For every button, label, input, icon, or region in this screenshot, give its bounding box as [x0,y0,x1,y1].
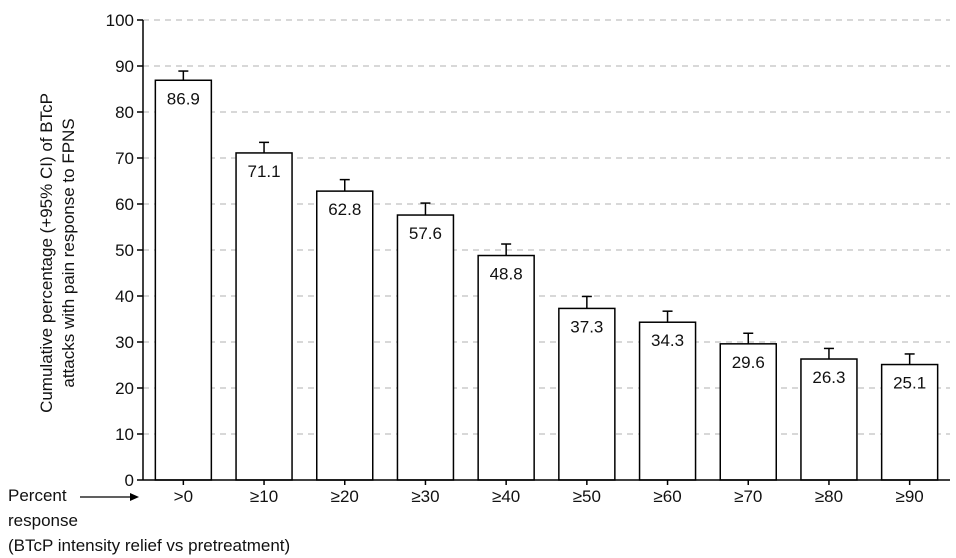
bar [638,321,697,481]
y-tick-label: 90 [115,57,134,76]
bar [477,254,535,481]
bar [800,358,858,481]
y-tick-label: 10 [115,425,134,444]
y-tick-label: 30 [115,333,134,352]
bar-value-label: 48.8 [490,265,523,284]
bar [235,152,293,481]
x-axis-label-arrow [80,493,139,501]
x-tick-labels: >0 ≥10 ≥20 ≥30 ≥40 ≥50 ≥60 ≥70 ≥80 ≥90 [174,487,924,506]
x-tick-label: ≥80 [815,487,843,506]
y-tick-label: 20 [115,379,134,398]
x-axis-label-line2: response [8,511,78,530]
y-axis-label-line2: attacks with pain response to FPNS [59,118,78,387]
x-tick-label: >0 [174,487,193,506]
bar-value-label: 57.6 [409,224,442,243]
y-tick-label: 100 [106,11,134,30]
axes [137,19,950,485]
y-tick-label: 50 [115,241,134,260]
x-axis-label-line1: Percent [8,486,67,505]
bar [154,79,213,481]
x-tick-label: ≥90 [896,487,924,506]
x-tick-label: ≥40 [492,487,520,506]
y-tick-label: 80 [115,103,134,122]
x-tick-label: ≥10 [250,487,278,506]
bars-group: 86.9 71.1 62.8 57.6 48.8 37.3 34.3 29.6 26.3 25.1 [154,70,939,481]
y-tick-label: 40 [115,287,134,306]
bar-value-label: 86.9 [167,89,200,108]
bar [396,214,455,481]
y-axis-label-line1: Cumulative percentage (+95% CI) of BTcP [37,93,56,413]
bar [316,190,374,481]
bar-value-label: 62.8 [328,200,361,219]
x-tick-label: ≥70 [734,487,762,506]
y-tick-labels: 0 10 20 30 40 50 60 70 80 90 100 [106,11,134,490]
bar-value-label: 37.3 [570,317,603,336]
x-tick-label: ≥20 [331,487,359,506]
x-axis-label-line3: (BTcP intensity relief vs pretreatment) [8,536,290,555]
x-tick-label: ≥60 [653,487,681,506]
bar-value-label: 29.6 [732,353,765,372]
bar-value-label: 26.3 [812,368,845,387]
bar-value-label: 25.1 [893,374,926,393]
bar-value-label: 34.3 [651,331,684,350]
x-tick-label: ≥30 [411,487,439,506]
x-tick-label: ≥50 [573,487,601,506]
bar [558,307,616,481]
y-tick-label: 60 [115,195,134,214]
y-tick-label: 0 [125,471,134,490]
y-tick-label: 70 [115,149,134,168]
bar-value-label: 71.1 [248,162,281,181]
